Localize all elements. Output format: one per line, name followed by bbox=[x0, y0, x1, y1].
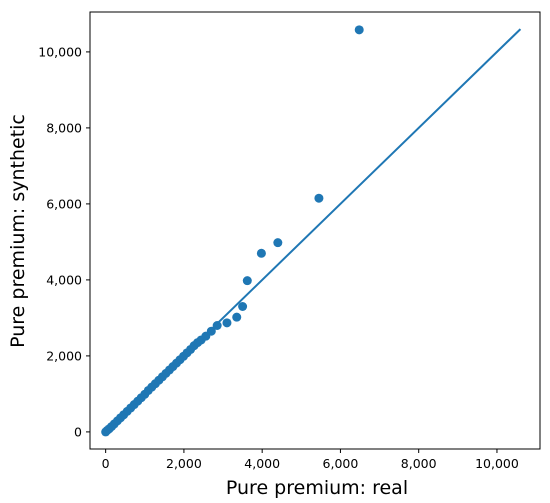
x-tick-label: 0 bbox=[102, 456, 110, 471]
scatter-point bbox=[354, 25, 364, 35]
x-tick-label: 4,000 bbox=[244, 456, 280, 471]
y-axis-ticks: 0 2,000 4,000 6,000 8,000 10,000 bbox=[38, 44, 90, 439]
x-tick-label: 8,000 bbox=[401, 456, 437, 471]
y-tick-label: 6,000 bbox=[46, 196, 82, 211]
x-tick-label: 10,000 bbox=[475, 456, 519, 471]
x-tick-label: 6,000 bbox=[323, 456, 359, 471]
y-tick-label: 4,000 bbox=[46, 272, 82, 287]
scatter-point bbox=[238, 302, 248, 311]
y-tick-label: 2,000 bbox=[46, 348, 82, 363]
scatter-point bbox=[212, 321, 222, 330]
y-axis-title: Pure premium: synthetic bbox=[7, 114, 29, 348]
scatter-point bbox=[314, 193, 324, 203]
plot-marks bbox=[101, 25, 522, 437]
y-tick-label: 10,000 bbox=[38, 44, 82, 59]
y-tick-label: 8,000 bbox=[46, 120, 82, 135]
scatter-point bbox=[242, 276, 252, 286]
identity-line bbox=[104, 28, 522, 433]
scatter-point bbox=[232, 312, 242, 322]
scatter-point bbox=[273, 238, 283, 248]
y-tick-label: 0 bbox=[74, 424, 82, 439]
scatter-point bbox=[206, 326, 216, 336]
scatter-point bbox=[222, 318, 232, 328]
x-tick-label: 2,000 bbox=[166, 456, 202, 471]
x-axis-ticks: 0 2,000 4,000 6,000 8,000 10,000 bbox=[102, 449, 519, 471]
scatter-point bbox=[256, 248, 266, 258]
x-axis-title: Pure premium: real bbox=[226, 477, 408, 499]
plot-frame bbox=[89, 11, 541, 450]
